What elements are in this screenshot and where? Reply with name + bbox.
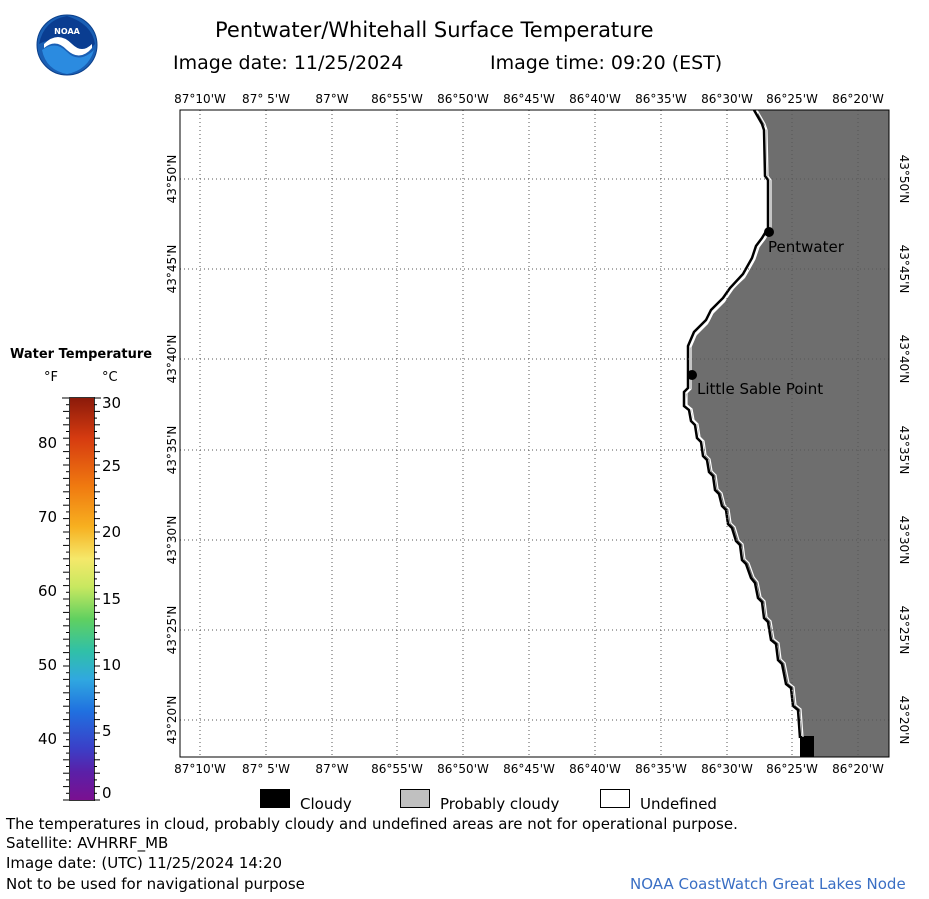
image-date: Image date: 11/25/2024 bbox=[173, 52, 404, 74]
lon-tick-label-bot: 86°50'W bbox=[437, 762, 489, 776]
lat-tick-label-right: 43°20'N bbox=[897, 695, 911, 745]
cloudy-patch bbox=[800, 736, 814, 757]
lat-tick-label-right: 43°35'N bbox=[897, 425, 911, 475]
lon-tick-label-top: 86°55'W bbox=[371, 92, 423, 106]
lon-tick-label-bot: 87°W bbox=[315, 762, 349, 776]
lat-tick-label-left: 43°20'N bbox=[165, 695, 179, 745]
color-bar-ticks bbox=[62, 397, 101, 801]
lon-tick-label-top: 87°10'W bbox=[174, 92, 226, 106]
key-cloudy-label: Cloudy bbox=[300, 795, 352, 813]
little-sable-point-marker bbox=[687, 370, 697, 380]
legend-title: Water Temperature bbox=[10, 347, 153, 362]
lat-tick-label-left: 43°45'N bbox=[165, 244, 179, 294]
key-undefined-swatch bbox=[600, 789, 630, 808]
legend-c-tick-25: 25 bbox=[102, 457, 122, 475]
lon-tick-label-bot: 86°55'W bbox=[371, 762, 423, 776]
legend-unit-c: °C bbox=[102, 370, 118, 385]
lon-tick-label-top: 86°35'W bbox=[635, 92, 687, 106]
footer-credit: NOAA CoastWatch Great Lakes Node bbox=[630, 875, 906, 893]
lat-tick-label-left: 43°30'N bbox=[165, 515, 179, 565]
key-undefined-label: Undefined bbox=[640, 795, 717, 813]
lon-tick-label-top: 87° 5'W bbox=[242, 92, 290, 106]
legend-f-tick-40: 40 bbox=[38, 730, 58, 748]
legend-f-tick-70: 70 bbox=[38, 508, 58, 526]
lon-tick-label-top: 86°45'W bbox=[503, 92, 555, 106]
legend-c-tick-10: 10 bbox=[102, 656, 122, 674]
logo-text: NOAA bbox=[54, 27, 80, 36]
lon-tick-label-bot: 86°20'W bbox=[832, 762, 884, 776]
lat-tick-label-left: 43°40'N bbox=[165, 334, 179, 384]
footer-navigation-warning: Not to be used for navigational purpose bbox=[6, 875, 305, 893]
lon-tick-label-bot: 87°10'W bbox=[174, 762, 226, 776]
lon-tick-label-top: 86°40'W bbox=[569, 92, 621, 106]
legend-c-tick-20: 20 bbox=[102, 523, 122, 541]
lon-tick-label-top: 86°25'W bbox=[766, 92, 818, 106]
legend-unit-f: °F bbox=[44, 370, 58, 385]
legend-f-tick-60: 60 bbox=[38, 582, 58, 600]
key-probably-cloudy-label: Probably cloudy bbox=[440, 795, 560, 813]
legend-f-tick-50: 50 bbox=[38, 656, 58, 674]
map-frame bbox=[179, 109, 890, 758]
lat-tick-label-right: 43°45'N bbox=[897, 244, 911, 294]
legend-c-tick-15: 15 bbox=[102, 590, 122, 608]
footer-image-date: Image date: (UTC) 11/25/2024 14:20 bbox=[6, 854, 283, 872]
lon-tick-label-top: 86°20'W bbox=[832, 92, 884, 106]
key-probably-cloudy-swatch bbox=[400, 789, 430, 808]
lon-tick-label-top: 86°30'W bbox=[701, 92, 753, 106]
coastline bbox=[682, 109, 802, 739]
lon-tick-label-bot: 86°30'W bbox=[701, 762, 753, 776]
footer-disclaimer: The temperatures in cloud, probably clou… bbox=[6, 815, 738, 833]
key-cloudy-swatch bbox=[260, 789, 290, 808]
noaa-logo: NOAA bbox=[36, 14, 98, 76]
lon-tick-label-bot: 86°45'W bbox=[503, 762, 555, 776]
lat-tick-label-left: 43°25'N bbox=[165, 605, 179, 655]
legend-c-tick-30: 30 bbox=[102, 394, 122, 412]
lat-tick-label-right: 43°50'N bbox=[897, 154, 911, 204]
lon-tick-label-top: 87°W bbox=[315, 92, 349, 106]
place-label-pentwater: Pentwater bbox=[768, 238, 844, 256]
page-title: Pentwater/Whitehall Surface Temperature bbox=[215, 18, 654, 42]
color-bar bbox=[69, 397, 95, 801]
noaa-logo-icon: NOAA bbox=[36, 14, 98, 76]
legend-c-tick-0: 0 bbox=[102, 784, 112, 802]
place-label-little-sable-point: Little Sable Point bbox=[697, 380, 824, 398]
lon-tick-label-top: 86°50'W bbox=[437, 92, 489, 106]
lon-tick-label-bot: 86°35'W bbox=[635, 762, 687, 776]
pentwater-marker bbox=[764, 227, 774, 237]
lat-tick-label-left: 43°35'N bbox=[165, 425, 179, 475]
legend-c-tick-5: 5 bbox=[102, 722, 112, 740]
lat-tick-label-right: 43°40'N bbox=[897, 334, 911, 384]
legend-f-tick-80: 80 bbox=[38, 434, 58, 452]
lon-tick-label-bot: 86°25'W bbox=[766, 762, 818, 776]
image-time: Image time: 09:20 (EST) bbox=[490, 52, 723, 74]
land-area bbox=[686, 110, 889, 757]
lat-tick-label-right: 43°25'N bbox=[897, 605, 911, 655]
lat-tick-label-left: 43°50'N bbox=[165, 154, 179, 204]
lat-tick-label-right: 43°30'N bbox=[897, 515, 911, 565]
lon-tick-label-bot: 87° 5'W bbox=[242, 762, 290, 776]
footer-satellite: Satellite: AVHRRF_MB bbox=[6, 834, 169, 852]
lon-tick-label-bot: 86°40'W bbox=[569, 762, 621, 776]
